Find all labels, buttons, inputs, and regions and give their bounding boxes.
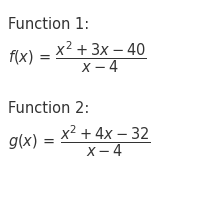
Text: $\mathit{g(x)}$$\,=\,\dfrac{x^2+4x-32}{x-4}$: $\mathit{g(x)}$$\,=\,\dfrac{x^2+4x-32}{x… <box>8 123 151 159</box>
Text: Function 2:: Function 2: <box>8 101 89 116</box>
Text: $\mathit{f(x)}$$\,=\,\dfrac{x^2+3x-40}{x-4}$: $\mathit{f(x)}$$\,=\,\dfrac{x^2+3x-40}{x… <box>8 39 147 75</box>
Text: Function 1:: Function 1: <box>8 17 89 32</box>
